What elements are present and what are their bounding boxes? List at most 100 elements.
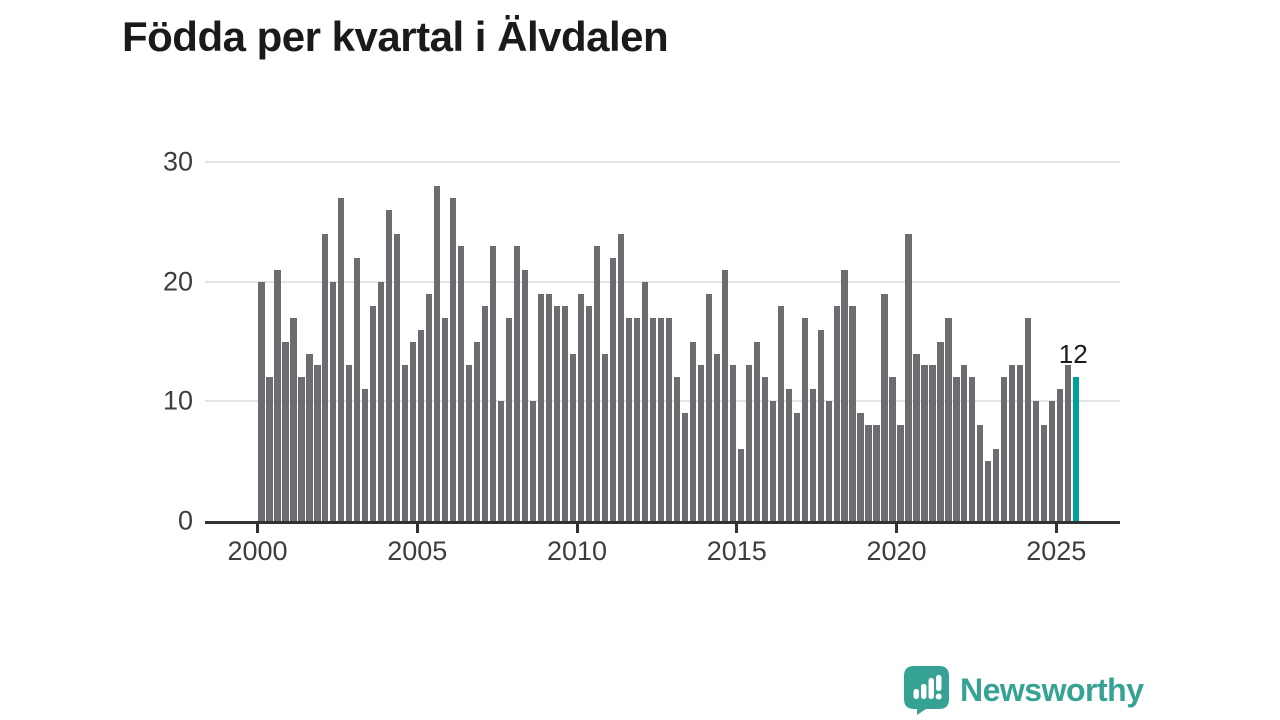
bar (601, 353, 609, 521)
bar (913, 353, 920, 521)
bar (306, 353, 313, 521)
bar (673, 377, 680, 521)
x-axis-tick (895, 524, 898, 533)
bar (849, 305, 856, 521)
gridline (205, 280, 1120, 283)
bar (833, 305, 840, 521)
bar (937, 341, 944, 521)
bar (545, 293, 553, 521)
bar (801, 317, 808, 521)
bar (657, 317, 664, 521)
bar (705, 293, 712, 521)
x-axis-tick (256, 524, 259, 533)
bar (649, 317, 656, 521)
bar (593, 245, 601, 521)
bar (442, 317, 449, 521)
y-axis-tick-label: 30 (162, 146, 193, 177)
bar (777, 305, 784, 521)
bar (506, 317, 513, 521)
x-axis-tick-label: 2015 (706, 536, 767, 566)
bar (993, 449, 1000, 521)
bar (529, 401, 537, 521)
bar (282, 341, 289, 521)
bar (977, 425, 984, 521)
bar (1009, 365, 1016, 521)
bar (1025, 317, 1032, 521)
bar (753, 341, 760, 521)
bar (314, 365, 321, 521)
bar (521, 269, 529, 521)
y-axis-tick-label: 0 (177, 505, 193, 536)
last-value-label: 12 (1058, 339, 1088, 370)
x-axis-tick (415, 524, 419, 533)
bar (841, 269, 848, 521)
bar (865, 425, 872, 521)
bar (266, 377, 273, 521)
bar (1065, 365, 1072, 521)
bar (609, 257, 617, 521)
bar (514, 245, 521, 521)
y-axis-tick-label: 20 (162, 266, 193, 297)
bar (953, 377, 960, 521)
newsworthy-logo-text: Newsworthy (960, 671, 1144, 708)
bar (569, 353, 577, 521)
bar (274, 269, 281, 521)
bar (418, 329, 425, 521)
chart-title: Födda per kvartal i Älvdalen (122, 13, 669, 60)
bar (1041, 425, 1048, 521)
bar (458, 245, 465, 521)
bar (290, 317, 297, 521)
bar (721, 269, 728, 521)
bar (641, 281, 648, 521)
bar (338, 197, 345, 521)
bar (825, 401, 832, 521)
bar (697, 365, 704, 521)
bar (745, 365, 752, 521)
bar (625, 317, 632, 521)
x-axis-tick (575, 524, 579, 533)
bar (809, 389, 816, 521)
bar (482, 305, 489, 521)
newsworthy-logo: Newsworthy (903, 665, 1144, 715)
bar (729, 365, 736, 521)
bar (793, 413, 800, 521)
x-axis-tick (1054, 524, 1058, 533)
bar (689, 341, 696, 521)
bar (378, 281, 385, 521)
bar (370, 305, 377, 521)
bar (1049, 401, 1056, 521)
bar (298, 377, 305, 521)
bar (330, 281, 337, 521)
bar (897, 425, 904, 521)
highlighted-bar (1073, 377, 1080, 521)
bar (873, 425, 880, 521)
bar (258, 281, 265, 521)
bar (857, 413, 864, 521)
bar (921, 365, 928, 521)
bar (1017, 365, 1024, 521)
bar (929, 365, 936, 521)
x-axis-line (205, 521, 1120, 524)
bar (346, 365, 353, 521)
bar (761, 377, 768, 521)
bar (577, 293, 585, 521)
bar (474, 341, 481, 521)
bar (633, 317, 640, 521)
bar (561, 305, 569, 521)
gridline (205, 161, 1120, 164)
bar (386, 209, 393, 521)
bar (450, 197, 457, 521)
bar (889, 377, 896, 521)
bar (785, 389, 792, 521)
bar (537, 293, 545, 521)
bar (961, 365, 968, 521)
bar (402, 365, 409, 521)
bar (434, 186, 441, 521)
bar (362, 389, 369, 521)
bar (665, 317, 672, 521)
bar (498, 401, 505, 521)
bar (394, 233, 401, 521)
x-axis-tick-label: 2025 (1026, 536, 1087, 566)
bar (737, 449, 744, 521)
